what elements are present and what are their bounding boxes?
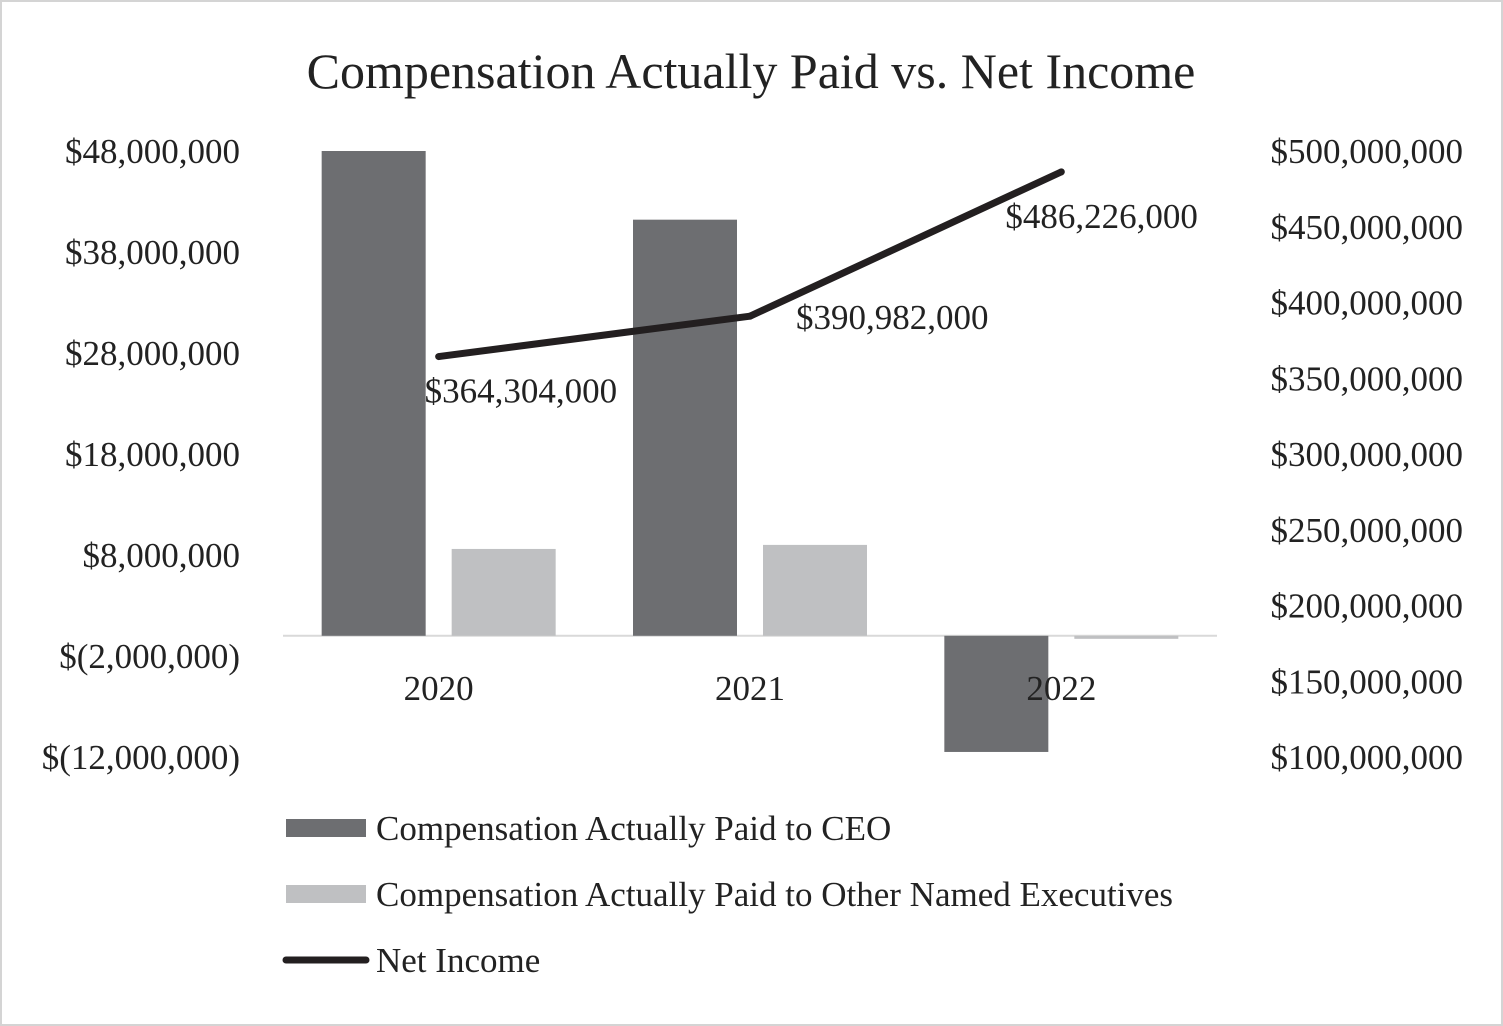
right-tick-label: $500,000,000 — [1271, 132, 1464, 171]
right-tick-label: $200,000,000 — [1271, 587, 1464, 626]
right-tick-label: $150,000,000 — [1271, 662, 1464, 701]
net-income-data-label: $364,304,000 — [425, 372, 617, 411]
category-label: 2022 — [1026, 669, 1096, 708]
bars — [321, 151, 1179, 752]
right-tick-label: $400,000,000 — [1271, 284, 1464, 323]
net-income-point — [435, 353, 443, 361]
chart-title: Compensation Actually Paid vs. Net Incom… — [307, 43, 1196, 99]
net-income-point — [746, 312, 754, 320]
legend-label: Compensation Actually Paid to CEO — [376, 809, 891, 848]
net-income-line-layer: $364,304,000 $390,982,000 $486,226,000 — [425, 168, 1198, 411]
left-tick-label: $48,000,000 — [65, 132, 240, 171]
category-label: 2020 — [404, 669, 474, 708]
legend-swatch-ceo — [286, 819, 366, 837]
ceo-compensation-bar — [633, 219, 737, 636]
other-executives-compensation-bar — [1074, 635, 1179, 639]
left-tick-label: $(2,000,000) — [59, 637, 240, 676]
right-tick-label: $450,000,000 — [1271, 208, 1464, 247]
other-executives-compensation-bar — [763, 544, 867, 636]
left-tick-label: $18,000,000 — [65, 435, 240, 474]
category-labels: 2020 2021 2022 — [404, 669, 1097, 708]
legend: Compensation Actually Paid to CEO Compens… — [282, 809, 1173, 980]
ceo-compensation-bar — [321, 151, 426, 636]
net-income-point — [1057, 168, 1065, 176]
net-income-data-label: $390,982,000 — [796, 298, 989, 337]
left-tick-label: $8,000,000 — [83, 536, 241, 575]
left-tick-label: $(12,000,000) — [42, 738, 240, 777]
left-tick-label: $38,000,000 — [65, 233, 240, 272]
right-tick-label: $100,000,000 — [1271, 738, 1464, 777]
right-tick-label: $300,000,000 — [1271, 435, 1464, 474]
right-tick-label: $350,000,000 — [1271, 359, 1464, 398]
net-income-data-label: $486,226,000 — [1005, 197, 1197, 236]
legend-label: Compensation Actually Paid to Other Name… — [376, 875, 1173, 914]
other-executives-compensation-bar — [451, 548, 556, 636]
legend-label: Net Income — [376, 941, 540, 980]
right-axis: $500,000,000 $450,000,000 $400,000,000 $350… — [1271, 132, 1464, 777]
left-axis: $48,000,000 $38,000,000 $28,000,000 $18,000… — [42, 132, 240, 777]
right-tick-label: $250,000,000 — [1271, 511, 1464, 550]
category-label: 2021 — [715, 669, 785, 708]
legend-swatch-other-executives — [286, 885, 366, 903]
left-tick-label: $28,000,000 — [65, 334, 240, 373]
ceo-compensation-bar — [944, 635, 1049, 752]
